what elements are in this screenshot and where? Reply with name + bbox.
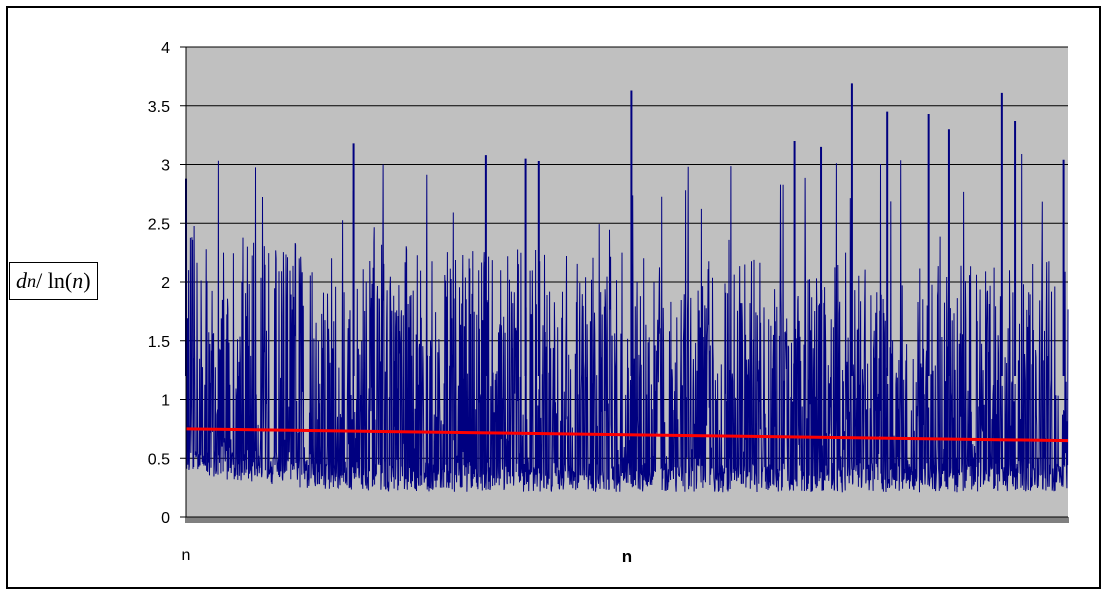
x-tick-marks bbox=[185, 517, 1069, 523]
y-tick-label: 4 bbox=[161, 40, 170, 57]
x-first-tick-label: n bbox=[182, 547, 191, 564]
series-line bbox=[185, 153, 1069, 493]
y-tick-label: 2 bbox=[161, 275, 170, 292]
y-tick-label: 0 bbox=[161, 510, 170, 527]
y-tick-label: 2.5 bbox=[148, 216, 170, 233]
y-axis-label-subscript: n bbox=[27, 270, 37, 291]
y-axis-label-close: ) bbox=[83, 268, 91, 293]
y-tick-labels: 0 0.5 1 1.5 2 2.5 3 3.5 4 bbox=[148, 40, 170, 527]
trend-line bbox=[185, 427, 1069, 443]
y-tick-label: 3.5 bbox=[148, 99, 170, 116]
y-tick-label: 3 bbox=[161, 158, 170, 175]
y-tick-label: 1.5 bbox=[148, 334, 170, 351]
y-axis-label-var: n bbox=[72, 268, 84, 293]
x-axis-label: n bbox=[622, 547, 632, 566]
y-axis-label-rest: / ln( bbox=[36, 268, 73, 293]
axes bbox=[180, 46, 1069, 523]
y-tick-label: 1 bbox=[161, 393, 170, 410]
y-axis-label-base: d bbox=[16, 268, 27, 293]
y-tick-label: 0.5 bbox=[148, 451, 170, 468]
